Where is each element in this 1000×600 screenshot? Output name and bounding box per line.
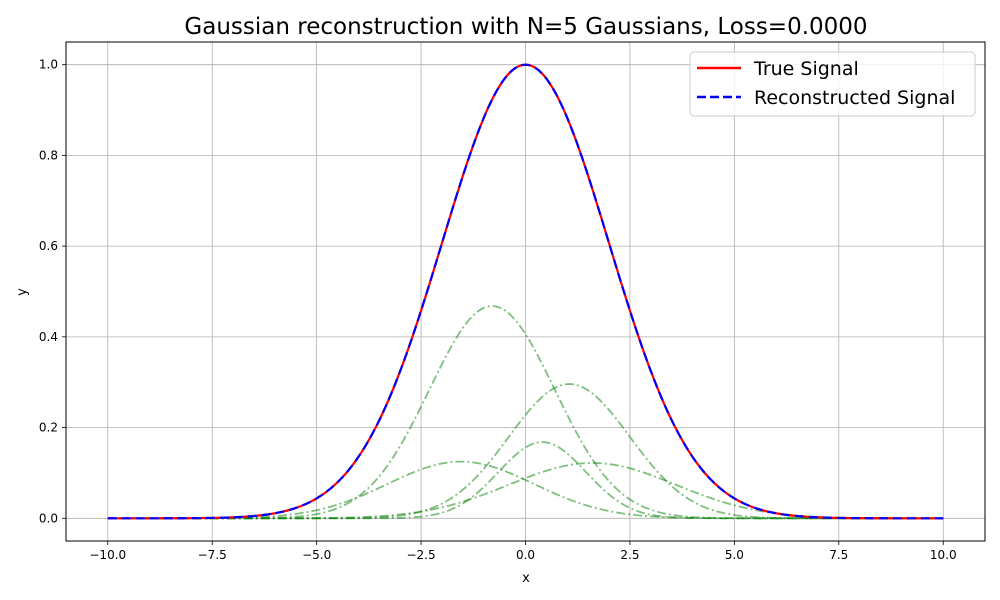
chart-title: Gaussian reconstruction with N=5 Gaussia… xyxy=(184,14,867,40)
y-tick-label: 1.0 xyxy=(39,58,58,72)
series-line-reconstructed-signal xyxy=(107,63,944,520)
y-tick-label: 0.2 xyxy=(39,421,58,435)
x-tick-label: 5.0 xyxy=(725,548,744,562)
legend-label-true-signal: True Signal xyxy=(753,58,859,80)
series-curves xyxy=(107,63,944,520)
x-tick-label: 10.0 xyxy=(930,548,957,562)
x-axis-label: x xyxy=(522,571,530,586)
x-axis-ticks: −10.0 −7.5 −5.0 −2.5 0.0 2.5 5.0 7.5 10.0 xyxy=(89,541,957,562)
x-tick-label: −5.0 xyxy=(302,548,331,562)
component-curve-5 xyxy=(107,462,944,520)
x-tick-label: −10.0 xyxy=(89,548,126,562)
legend-label-reconstructed-signal: Reconstructed Signal xyxy=(754,87,955,109)
y-axis-ticks: 0.0 0.2 0.4 0.6 0.8 1.0 xyxy=(39,58,66,525)
y-tick-label: 0.4 xyxy=(39,330,58,344)
x-tick-label: 7.5 xyxy=(829,548,848,562)
y-axis-label: y xyxy=(15,288,30,296)
y-tick-label: 0.6 xyxy=(39,239,58,253)
x-tick-label: −7.5 xyxy=(198,548,227,562)
legend: True Signal Reconstructed Signal xyxy=(689,51,976,117)
legend-box xyxy=(689,51,976,117)
y-tick-label: 0.0 xyxy=(39,511,58,525)
x-tick-label: 0.0 xyxy=(516,548,535,562)
x-tick-label: 2.5 xyxy=(620,548,639,562)
y-tick-label: 0.8 xyxy=(39,148,58,162)
x-tick-label: −2.5 xyxy=(406,548,435,562)
